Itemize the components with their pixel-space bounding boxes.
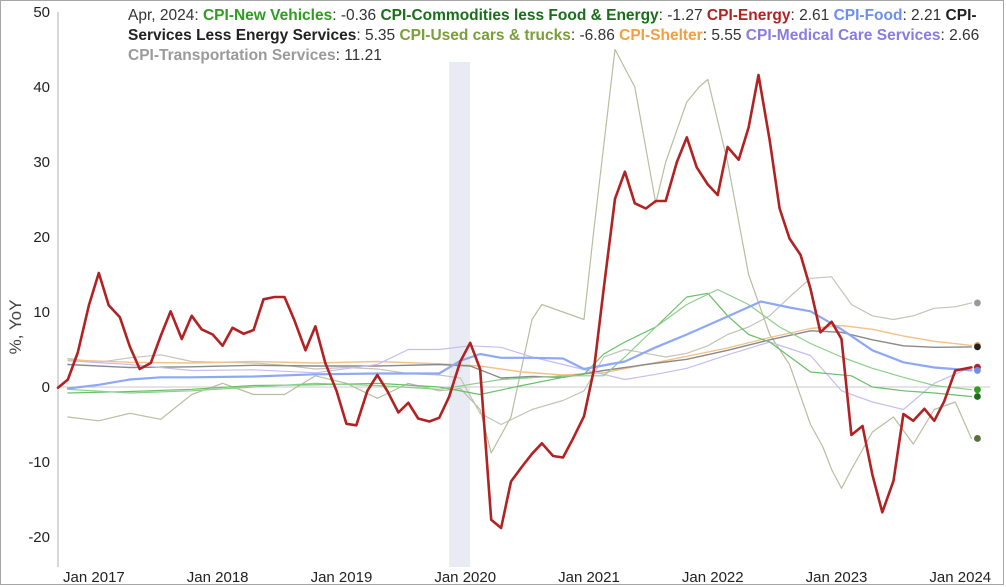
legend-entry: CPI-Shelter: 5.55 — [619, 27, 746, 44]
legend-entry-value: : -6.86 — [570, 27, 620, 44]
y-tick-label: -10 — [28, 454, 50, 471]
legend-entry-value: : 11.21 — [335, 47, 382, 64]
y-tick-label: -20 — [28, 529, 50, 546]
x-tick-label: Jan 2022 — [682, 569, 744, 586]
legend-entry-name: CPI-New Vehicles — [202, 7, 333, 24]
series-end-dot — [974, 299, 981, 307]
legend-entry: CPI-Used cars & trucks: -6.86 — [399, 27, 619, 44]
legend-entry-name: CPI-Energy — [706, 7, 791, 24]
y-tick-label: 50 — [33, 4, 50, 21]
y-tick-label: 30 — [33, 154, 50, 171]
legend-entry: CPI-New Vehicles: -0.36 — [203, 7, 380, 24]
chart-legend-header: Apr, 2024: CPI-New Vehicles: -0.36 CPI-C… — [128, 6, 988, 66]
series-line — [67, 288, 972, 394]
x-tick-label: Jan 2024 — [929, 569, 991, 586]
y-tick-label: 40 — [33, 79, 50, 96]
series-line — [67, 276, 972, 426]
legend-entry-name: CPI-Services Less Energy Services — [128, 7, 977, 44]
series-line — [67, 48, 972, 489]
legend-entry-value: : -1.27 — [658, 7, 707, 24]
x-tick-label: Jan 2020 — [434, 569, 496, 586]
legend-entry-value: : -0.36 — [332, 7, 381, 24]
y-tick-label: 20 — [33, 229, 50, 246]
y-tick-label: 10 — [33, 304, 50, 321]
legend-entry: CPI-Services Less Energy Services: 5.35 — [128, 7, 977, 44]
x-tick-label: Jan 2021 — [558, 569, 620, 586]
legend-entry-name: CPI-Shelter — [619, 27, 703, 44]
legend-date: Apr, 2024: — [128, 7, 203, 24]
series-end-dot — [974, 386, 981, 394]
legend-entry: CPI-Food: 2.21 — [834, 7, 946, 24]
recession-shading — [449, 62, 471, 567]
legend-entry-value: : 2.61 — [790, 7, 834, 24]
series-line — [67, 292, 972, 398]
legend-entry-name: CPI-Medical Care Services — [745, 27, 941, 44]
legend-entry-value: : 5.35 — [356, 27, 400, 44]
legend-entry: CPI-Medical Care Services: 2.66 — [746, 27, 980, 44]
series-line — [67, 324, 973, 376]
series-end-dot — [974, 435, 981, 442]
legend-entry-value: : 5.55 — [702, 27, 746, 44]
legend-entry-value: : 2.21 — [902, 7, 946, 24]
x-tick-label: Jan 2019 — [311, 569, 373, 586]
legend-entry-value: : 2.66 — [940, 27, 980, 44]
legend-entry: CPI-Transportation Services: 11.21 — [128, 47, 382, 64]
legend-entry-name: CPI-Transportation Services — [128, 47, 336, 64]
y-axis-title: %, YoY — [6, 300, 25, 355]
series-end-dot — [974, 367, 981, 374]
legend-entry: CPI-Commodities less Food & Energy: -1.2… — [380, 7, 706, 24]
series-line — [56, 73, 973, 530]
legend-entry-name: CPI-Commodities less Food & Energy — [380, 7, 659, 24]
legend-entry-name: CPI-Used cars & trucks — [399, 27, 571, 44]
legend-entry: CPI-Energy: 2.61 — [707, 7, 834, 24]
legend-entry-name: CPI-Food — [833, 7, 903, 24]
y-tick-label: 0 — [42, 379, 50, 396]
x-tick-label: Jan 2018 — [187, 569, 249, 586]
x-tick-label: Jan 2017 — [63, 569, 125, 586]
x-tick-label: Jan 2023 — [806, 569, 868, 586]
series-end-dot — [974, 393, 981, 400]
series-end-dot — [974, 343, 981, 351]
